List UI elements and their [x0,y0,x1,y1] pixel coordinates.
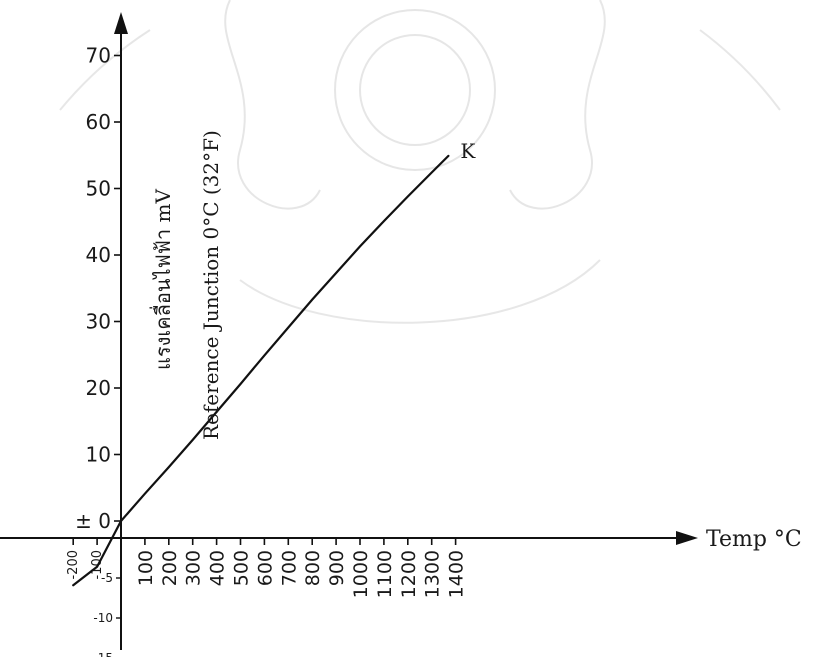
watermark-seal [59,0,781,324]
x-tick-label: 700 [278,550,300,586]
x-tick-label: 500 [231,550,253,586]
y-axis-label-thai: แรงเคลื่อนไฟฟ้า mV [149,189,175,370]
y-tick-label: 20 [86,376,111,400]
y-tick-label: 50 [86,177,111,201]
x-axis-arrow [676,531,698,545]
x-axis [0,531,698,545]
y-axis [114,12,128,650]
x-tick-label: 100 [135,550,157,586]
x-tick-label: 600 [254,550,276,586]
x-axis-label: Temp °C [706,527,802,552]
y-tick-label: 30 [86,310,111,334]
y-tick-label: 70 [86,44,111,68]
y-ticks: ± 0 10 20 30 40 50 60 70 -5 -10 -15 [75,44,121,657]
series-line-k [72,154,450,587]
x-tick-label: 200 [159,550,181,586]
y-tick-label: ± 0 [75,509,111,533]
y-tick-label: 40 [86,243,111,267]
x-tick-label: 1300 [422,550,444,598]
y-tick-label-negative: -15 [93,651,113,657]
y-axis-label-reference: Reference Junction 0°C (32°F) [199,130,223,440]
x-tick-label: 800 [302,550,324,586]
y-tick-label: 60 [86,110,111,134]
x-tick-label: 1400 [446,550,468,598]
x-tick-label: 1000 [350,550,372,598]
x-tick-label: 1100 [374,550,396,598]
series-label-k: K [460,139,476,163]
x-tick-label: -200 [66,550,81,580]
y-axis-arrow [114,12,128,34]
x-tick-label: 300 [183,550,205,586]
y-tick-label-negative: -5 [101,571,113,585]
x-tick-label: 1200 [398,550,420,598]
x-ticks: -200 -100 100 200 300 400 500 600 700 800 900 1000 1… [66,538,468,598]
x-tick-label: 900 [326,550,348,586]
y-tick-label-negative: -10 [93,611,113,625]
x-tick-label: 400 [207,550,229,586]
y-tick-label: 10 [86,443,111,467]
